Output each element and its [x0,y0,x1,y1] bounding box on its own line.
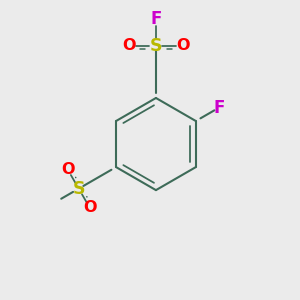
Text: S: S [150,37,162,55]
Text: O: O [61,162,74,177]
Text: O: O [122,38,136,53]
Text: O: O [176,38,189,53]
Text: F: F [213,99,225,117]
Text: S: S [73,180,85,198]
Text: F: F [150,10,162,28]
Text: O: O [83,200,97,215]
